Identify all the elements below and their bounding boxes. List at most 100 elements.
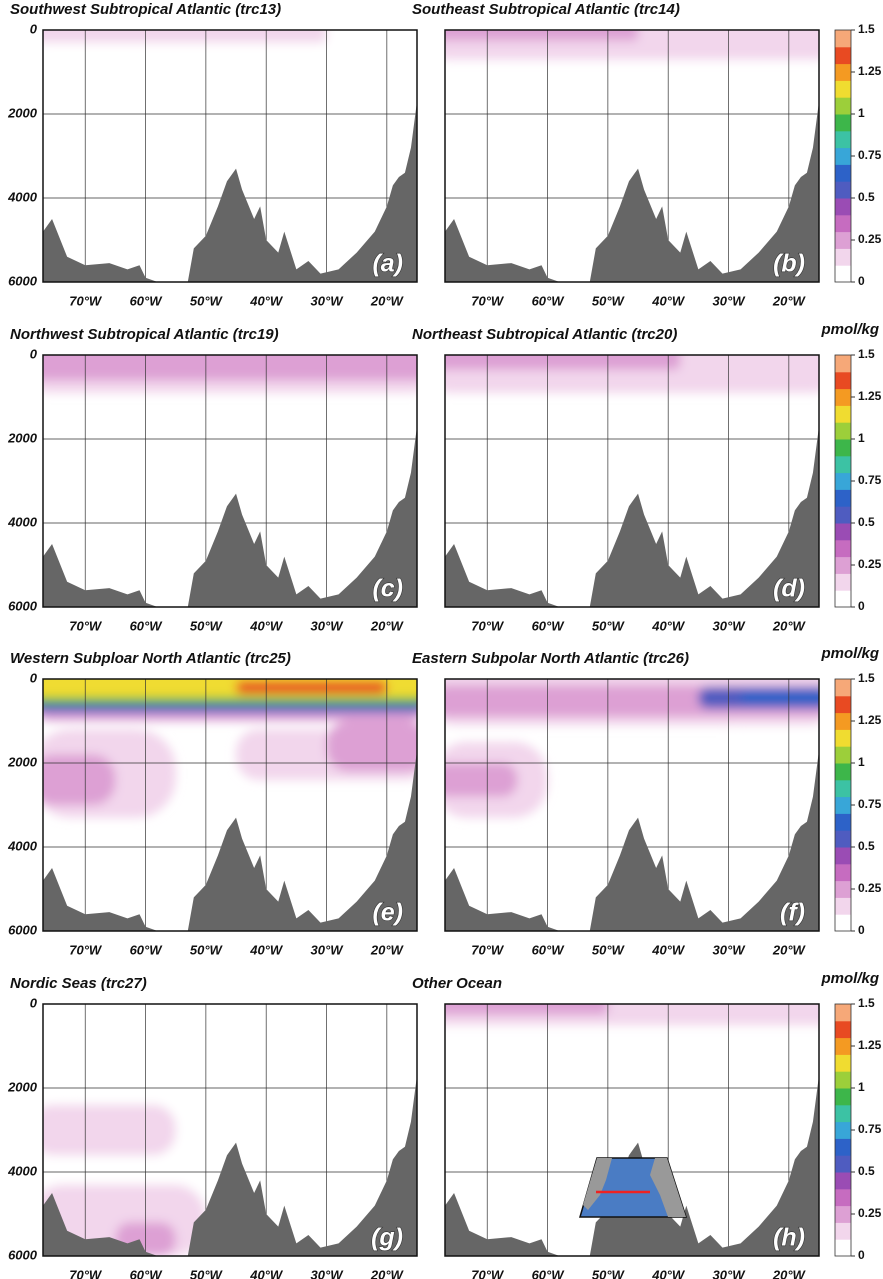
panel-label: (d): [773, 575, 805, 603]
x-tick-label: 40°W: [249, 293, 284, 308]
y-tick-label: 2000: [7, 105, 38, 120]
x-tick-label: 40°W: [651, 1267, 686, 1279]
colorbar-label: pmol/kg: [820, 970, 879, 987]
x-tick-label: 30°W: [713, 618, 747, 633]
panel-title: Southeast Subtropical Atlantic (trc14): [412, 1, 680, 18]
colorbar-bin: [835, 405, 851, 423]
colorbar-bin: [835, 355, 851, 373]
colorbar-bin: [835, 1104, 851, 1123]
inset-map: [579, 1157, 688, 1218]
colorbar-tick-label: 1: [858, 755, 865, 769]
colorbar-bin: [835, 796, 851, 814]
colorbar: 0 0.25 0.5 0.75 1 1.25 1.5 pmol/kg: [820, 645, 881, 937]
y-tick-label: 0: [30, 670, 38, 685]
colorbar-bin: [835, 712, 851, 730]
x-tick-label: 70°W: [471, 618, 505, 633]
colorbar-tick-label: 0.25: [858, 1206, 882, 1220]
colorbar-tick-label: 0.25: [858, 232, 882, 246]
concentration-region: [236, 681, 387, 694]
colorbar-tick-label: 0: [858, 923, 865, 937]
x-tick-label: 30°W: [713, 942, 747, 957]
y-tick-label: 2000: [7, 754, 38, 769]
colorbar-bin: [835, 164, 851, 182]
colorbar-tick-label: 0: [858, 274, 865, 288]
concentration-region: [43, 1104, 176, 1156]
x-tick-label: 20°W: [370, 1267, 405, 1279]
panel-title: Western Subploar North Atlantic (trc25): [10, 650, 291, 667]
colorbar-bin: [835, 695, 851, 714]
concentration-region: [326, 721, 417, 772]
plot-frame: [444, 1003, 820, 1257]
seafloor: [445, 426, 819, 607]
colorbar-bin: [835, 813, 851, 831]
colorbar-bin: [835, 1054, 851, 1072]
colorbar-tick-label: 0.25: [858, 557, 882, 571]
colorbar-bin: [835, 97, 851, 115]
colorbar-tick-label: 1.5: [858, 996, 875, 1010]
colorbar-tick-label: 0.5: [858, 1164, 875, 1178]
colorbar-bin: [835, 248, 851, 266]
colorbar-tick-label: 1.5: [858, 22, 875, 36]
colorbar-tick-label: 0: [858, 1248, 865, 1262]
seafloor: [43, 426, 417, 607]
panel-label: (g): [371, 1224, 403, 1252]
panel-label: (h): [773, 1224, 805, 1252]
x-tick-label: 40°W: [249, 1267, 284, 1279]
colorbar-bin: [835, 1172, 851, 1190]
colorbar-bin: [835, 897, 851, 915]
colorbar-bin: [835, 1088, 851, 1106]
colorbar-bin: [835, 63, 851, 81]
panel: Western Subploar North Atlantic (trc25) 7…: [7, 650, 418, 957]
colorbar: 0 0.25 0.5 0.75 1 1.25 1.5: [834, 22, 882, 288]
colorbar-bin: [835, 763, 851, 781]
panel: Northwest Subtropical Atlantic (trc19) 70…: [7, 326, 418, 633]
x-tick-label: 60°W: [130, 942, 164, 957]
seafloor: [43, 1075, 417, 1256]
x-tick-label: 70°W: [69, 618, 103, 633]
x-tick-label: 50°W: [190, 293, 224, 308]
plot-area: [445, 30, 819, 282]
colorbar-bin: [835, 1121, 851, 1139]
concentration-region: [43, 30, 327, 43]
y-tick-label: 6000: [8, 598, 38, 613]
x-tick-label: 30°W: [713, 293, 747, 308]
colorbar-bin: [835, 181, 851, 199]
colorbar-tick-label: 0: [858, 599, 865, 613]
y-tick-label: 6000: [8, 922, 38, 937]
x-tick-label: 40°W: [651, 293, 686, 308]
panel-title: Northeast Subtropical Atlantic (trc20): [412, 326, 677, 343]
panel: Eastern Subpolar North Atlantic (trc26) 7…: [412, 650, 820, 957]
plot-frame: [42, 354, 418, 608]
colorbar-tick-label: 0.75: [858, 1122, 882, 1136]
colorbar-tick-label: 1.5: [858, 347, 875, 361]
x-tick-label: 20°W: [772, 942, 807, 957]
colorbar-label: pmol/kg: [820, 321, 879, 338]
colorbar-tick-label: 0.75: [858, 473, 882, 487]
x-tick-label: 50°W: [190, 1267, 224, 1279]
x-tick-label: 20°W: [772, 293, 807, 308]
colorbar-tick-label: 1.5: [858, 671, 875, 685]
colorbar-tick-label: 0.75: [858, 148, 882, 162]
panel: Northeast Subtropical Atlantic (trc20) 70…: [412, 326, 820, 633]
colorbar-bin: [835, 1004, 851, 1022]
panel: Nordic Seas (trc27) 70°W 60°W 50°W 40°W 30°W 2…: [7, 975, 418, 1279]
y-tick-label: 4000: [7, 189, 38, 204]
concentration-region: [728, 721, 819, 763]
x-tick-label: 30°W: [311, 618, 345, 633]
concentration-region: [445, 30, 639, 41]
colorbar-bin: [835, 455, 851, 474]
colorbar-bin: [835, 214, 851, 233]
plot-area: [43, 1004, 417, 1256]
colorbar-bin: [835, 439, 851, 457]
x-tick-label: 60°W: [130, 1267, 164, 1279]
y-tick-label: 2000: [7, 430, 38, 445]
x-tick-label: 60°W: [532, 1267, 566, 1279]
colorbar-bin: [835, 523, 851, 541]
colorbar-tick-label: 1.25: [858, 1038, 882, 1052]
concentration-region: [43, 355, 417, 372]
colorbar-bin: [835, 863, 851, 882]
x-tick-label: 70°W: [471, 293, 505, 308]
plot-frame: [444, 678, 820, 932]
x-tick-label: 40°W: [651, 618, 686, 633]
